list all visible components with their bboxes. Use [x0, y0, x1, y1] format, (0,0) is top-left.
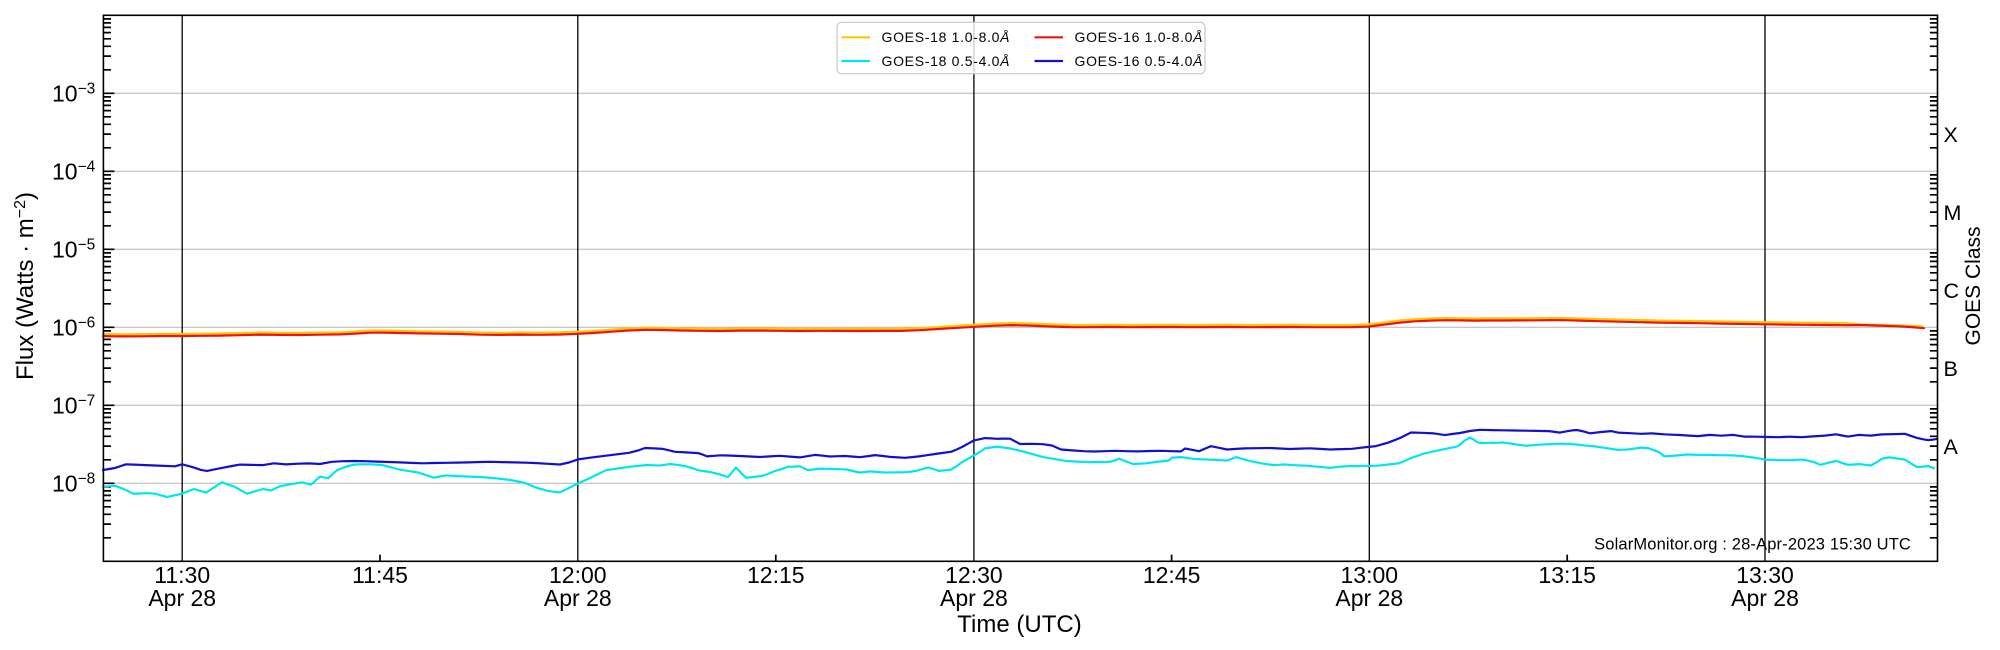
svg-text:SolarMonitor.org : 28-Apr-2023: SolarMonitor.org : 28-Apr-2023 15:30 UTC: [1594, 536, 1911, 554]
svg-text:11:45: 11:45: [352, 562, 408, 588]
svg-text:B: B: [1944, 357, 1958, 381]
svg-text:Apr 28: Apr 28: [940, 585, 1008, 611]
svg-text:C: C: [1944, 279, 1960, 303]
svg-text:11:30: 11:30: [154, 562, 210, 588]
svg-text:12:30: 12:30: [945, 562, 1003, 588]
svg-text:GOES-16 0.5-4.0Å: GOES-16 0.5-4.0Å: [1075, 53, 1204, 69]
svg-text:12:45: 12:45: [1143, 562, 1201, 588]
svg-text:13:00: 13:00: [1341, 562, 1399, 588]
svg-text:13:15: 13:15: [1538, 562, 1596, 588]
svg-text:12:00: 12:00: [549, 562, 607, 588]
svg-text:Apr 28: Apr 28: [544, 585, 612, 611]
svg-text:X: X: [1944, 123, 1958, 147]
svg-text:M: M: [1944, 201, 1962, 225]
svg-text:Time (UTC): Time (UTC): [957, 611, 1081, 638]
svg-text:GOES Class: GOES Class: [1962, 226, 1985, 345]
svg-text:Flux (Watts · m−2): Flux (Watts · m−2): [12, 192, 39, 380]
svg-text:GOES-18 0.5-4.0Å: GOES-18 0.5-4.0Å: [882, 53, 1011, 69]
svg-text:13:30: 13:30: [1736, 562, 1794, 588]
svg-text:GOES-16 1.0-8.0Å: GOES-16 1.0-8.0Å: [1075, 29, 1204, 45]
svg-text:Apr 28: Apr 28: [1335, 585, 1403, 611]
svg-text:Apr 28: Apr 28: [148, 585, 216, 611]
svg-text:10−4: 10−4: [52, 159, 96, 185]
svg-text:GOES-18 1.0-8.0Å: GOES-18 1.0-8.0Å: [882, 29, 1011, 45]
svg-text:12:15: 12:15: [747, 562, 805, 588]
svg-text:Apr 28: Apr 28: [1731, 585, 1799, 611]
svg-text:10−8: 10−8: [52, 471, 95, 497]
svg-text:A: A: [1944, 435, 1959, 459]
